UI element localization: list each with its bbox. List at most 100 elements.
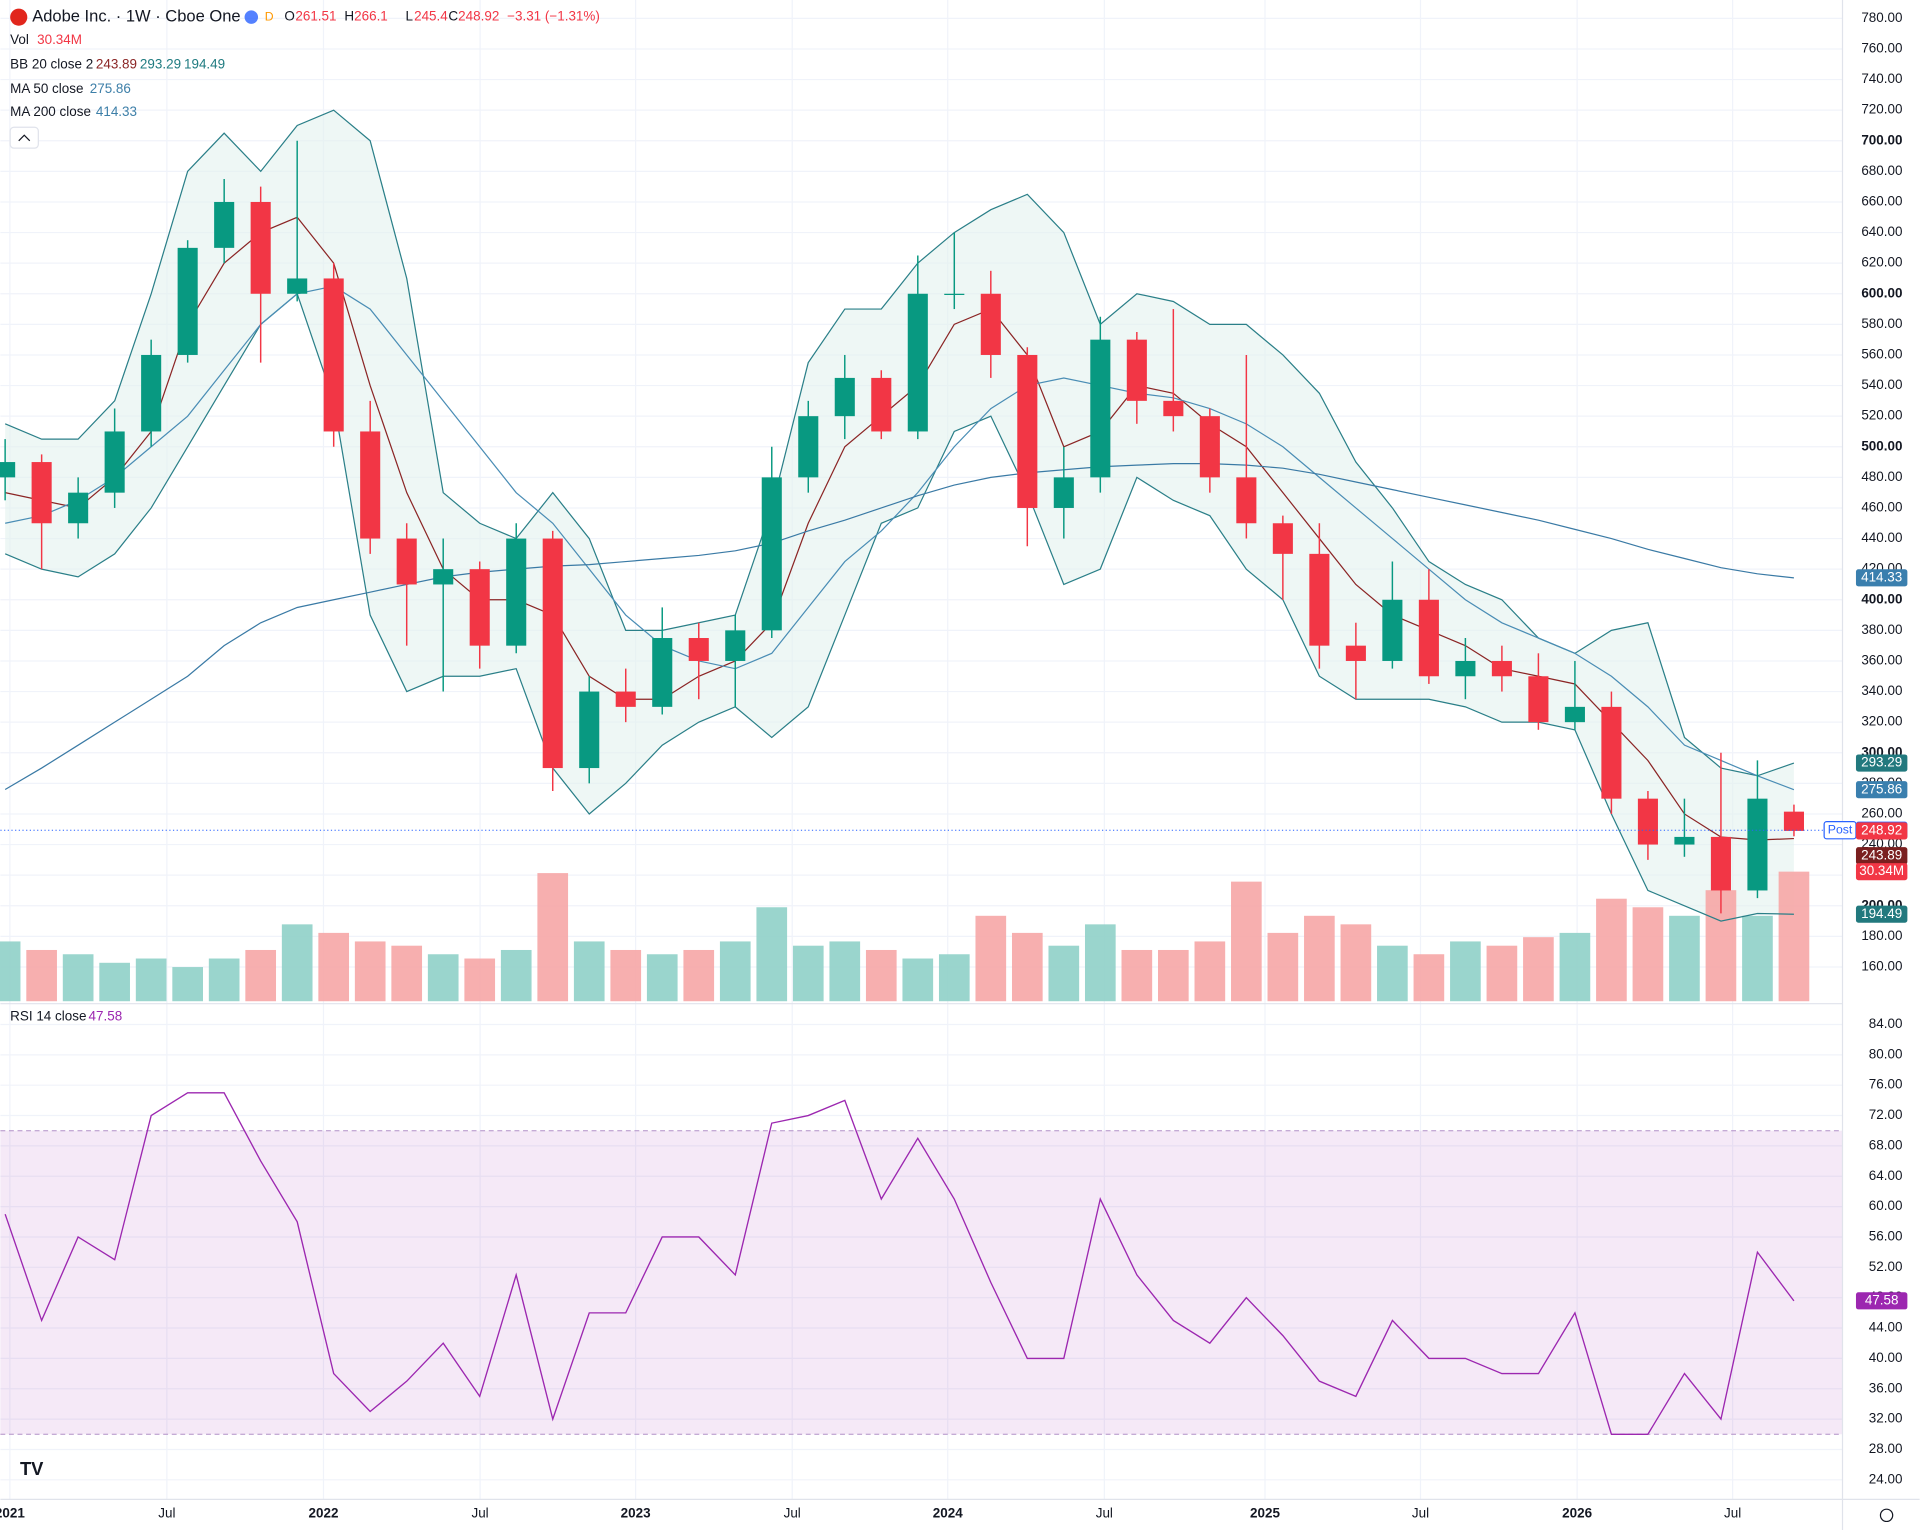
candle-body	[761, 477, 782, 631]
close-badge	[1855, 822, 1908, 840]
rsi-tick-label: 72.00	[1869, 1107, 1903, 1122]
rsi-tick-label: 80.00	[1869, 1046, 1903, 1061]
post-tag-label: Post	[1828, 822, 1853, 836]
ma50-badge-label: 275.86	[1861, 781, 1902, 796]
y-tick-label: 780.00	[1861, 10, 1902, 25]
rsi-badge-label: 47.58	[1865, 1292, 1899, 1307]
header: Adobe Inc. · 1W · Cboe One D O 261.51 H …	[9, 6, 1894, 1523]
legend-name: Vol	[10, 32, 29, 47]
y-tick-label: 360.00	[1861, 653, 1902, 668]
y-tick-label: 400.00	[1861, 591, 1902, 606]
rsi-tick-label: 52.00	[1869, 1259, 1903, 1274]
candle-body	[1236, 477, 1257, 524]
volume-bar	[1121, 949, 1153, 1002]
volume-bar	[1231, 881, 1262, 1002]
rsi-badge	[1855, 1292, 1908, 1310]
volume-badge-label: 30.34M	[1859, 863, 1904, 878]
candle-body	[360, 431, 381, 539]
bb-middle-badge	[1855, 847, 1908, 865]
symbol-title: Adobe Inc. · 1W · Cboe One	[32, 6, 240, 25]
volume-bar	[719, 941, 751, 1002]
candle-body	[177, 247, 198, 355]
y-tick-label: 740.00	[1861, 71, 1902, 86]
legend-value: 275.86	[90, 81, 131, 96]
volume-bar	[1669, 915, 1700, 1002]
rsi-tick-label: 28.00	[1869, 1441, 1903, 1456]
volume-bar	[464, 958, 496, 1002]
ma200-badge-label: 414.33	[1861, 569, 1902, 584]
candle-body	[250, 201, 271, 294]
ohlc-value: 266.1	[354, 9, 388, 24]
legend-name: BB 20 close 2	[10, 56, 93, 71]
logo	[10, 8, 28, 26]
candle-body	[798, 416, 819, 478]
volume-bar	[0, 941, 21, 1002]
candle-body	[1783, 811, 1804, 831]
candle-body	[396, 538, 417, 585]
rsi-tick-label: 64.00	[1869, 1168, 1903, 1183]
ohlc-letter: O	[284, 9, 294, 24]
volume-bar	[1340, 924, 1372, 1002]
volume-bar	[1304, 915, 1335, 1002]
candle-body	[469, 569, 490, 646]
volume-badge	[1855, 863, 1908, 881]
bb-upper-badge-label: 293.29	[1861, 755, 1902, 770]
collapse-button[interactable]	[9, 126, 39, 149]
candle-body	[1017, 354, 1038, 508]
rsi-tick-label: 56.00	[1869, 1229, 1903, 1244]
y-tick-label: 160.00	[1861, 959, 1902, 974]
candle-body	[323, 278, 344, 432]
volume-bar	[245, 949, 277, 1002]
rsi-line	[4, 1092, 1795, 1435]
y-tick-label: 560.00	[1861, 347, 1902, 362]
legend-value: 194.49	[184, 56, 225, 71]
volume-bar	[1413, 954, 1445, 1002]
y-tick-label: 180.00	[1861, 928, 1902, 943]
x-tick-label: 2023	[621, 1506, 651, 1521]
ohlc-value: 261.51	[295, 9, 336, 24]
candle-body	[1309, 553, 1330, 646]
bb-lower-line	[4, 292, 1794, 922]
change: −3.31 (−1.31%)	[507, 9, 600, 24]
rsi-tick-label: 32.00	[1869, 1411, 1903, 1426]
x-tick-label: Jul	[784, 1506, 801, 1521]
volume-bar	[1523, 937, 1554, 1002]
candle-body	[1491, 660, 1512, 677]
y-tick-label: 480.00	[1861, 469, 1902, 484]
candle-body	[68, 492, 89, 524]
volume-bar	[902, 958, 934, 1002]
legend-name: RSI 14 close	[10, 1009, 86, 1024]
candle-body	[1601, 706, 1622, 799]
rsi-tick-label: 36.00	[1869, 1380, 1903, 1395]
x-tick-label: Jul	[471, 1506, 488, 1521]
candle-body	[0, 462, 16, 478]
tv-logo: TV	[20, 1458, 44, 1479]
legend-value: 30.34M	[37, 32, 82, 47]
y-tick-label: 760.00	[1861, 41, 1902, 56]
candle-body	[980, 293, 1001, 355]
ma200-badge	[1855, 569, 1908, 587]
x-tick-label: 2026	[1562, 1506, 1592, 1521]
ohlc-letter: L	[406, 9, 414, 24]
candle-body	[725, 630, 746, 661]
volume-bar	[354, 941, 386, 1002]
axes: 160.00180.00200.00220.00240.00260.00280.…	[0, 10, 1908, 1521]
volume-bar	[573, 941, 605, 1002]
candle-body	[141, 354, 162, 432]
y-tick-label: 500.00	[1861, 438, 1902, 453]
volume-bar	[135, 958, 167, 1002]
bb-upper-badge	[1855, 754, 1908, 772]
settings-icon[interactable]	[1879, 1508, 1894, 1523]
volume-bar	[975, 915, 1007, 1002]
x-tick-label: Jul	[1412, 1506, 1429, 1521]
legend-value: 414.33	[96, 104, 137, 119]
volume-bar	[646, 954, 678, 1002]
volume-bar	[99, 962, 130, 1002]
grid	[0, 0, 1843, 1500]
x-tick-label: Jul	[158, 1506, 175, 1521]
volume-bar	[756, 907, 788, 1002]
candle-body	[1637, 798, 1658, 845]
ohlc-letter: C	[448, 9, 458, 24]
legend-name: MA 200 close	[10, 104, 91, 119]
